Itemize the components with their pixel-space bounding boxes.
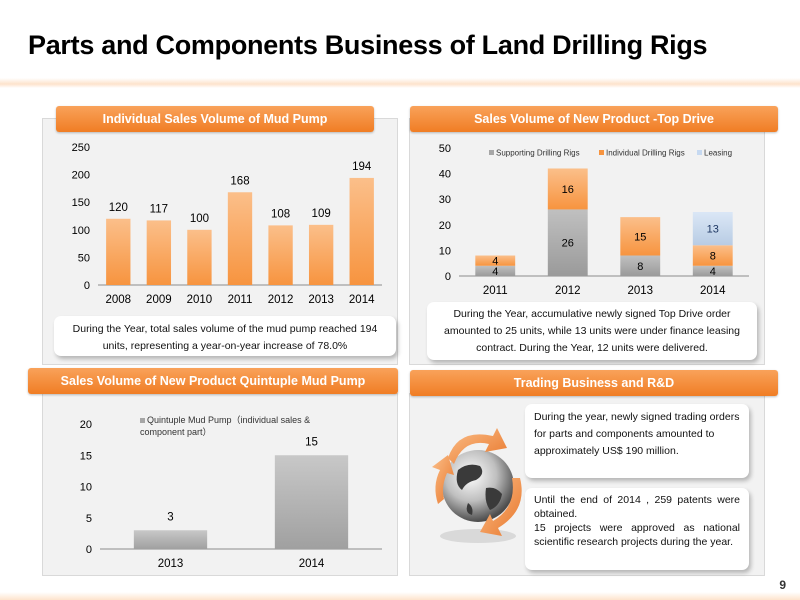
top-y-tick: 40 — [439, 169, 451, 181]
mud-bar — [349, 177, 374, 285]
mud-x-tick: 2013 — [308, 294, 334, 306]
mud-bar — [106, 218, 131, 285]
mud-pump-note: During the Year, total sales volume of t… — [54, 316, 396, 356]
top-bar-segment — [475, 255, 516, 266]
mud-x-tick: 2012 — [268, 294, 294, 306]
mud-bar — [187, 229, 212, 285]
mud-y-tick: 250 — [72, 142, 90, 154]
top-drive-header: Sales Volume of New Product -Top Drive — [410, 106, 778, 132]
top-data-label: 13 — [707, 224, 719, 236]
mud-data-label: 117 — [150, 203, 168, 215]
top-data-label: 4 — [492, 266, 498, 278]
trading-header: Trading Business and R&D — [410, 370, 778, 396]
mud-data-label: 168 — [230, 175, 249, 187]
top-y-tick: 50 — [439, 143, 451, 155]
top-legend-entry: Leasing — [704, 149, 732, 158]
mud-y-tick: 150 — [72, 197, 90, 209]
mud-pump-header: Individual Sales Volume of Mud Pump — [56, 106, 374, 132]
quint-y-tick: 5 — [86, 513, 92, 525]
top-bar-segment — [547, 168, 588, 210]
trading-note-text: During the year, newly signed trading or… — [534, 411, 740, 457]
top-bar-segment — [620, 217, 661, 256]
globe-recycle-icon — [432, 428, 522, 543]
top-x-tick: 2013 — [627, 285, 653, 297]
quint-legend-line1: Quintuple Mud Pump（individual sales & — [147, 415, 310, 425]
mud-x-tick: 2009 — [146, 294, 172, 306]
quint-y-tick: 20 — [80, 419, 92, 431]
top-data-label: 16 — [562, 184, 574, 196]
mud-data-label: 120 — [109, 202, 128, 214]
mud-pump-chart: 0 50 100 150 200 250 120 2008 117 2009 100 2010 168 2… — [72, 142, 382, 306]
mud-y-tick: 100 — [72, 225, 90, 237]
top-legend-entry: Supporting Drilling Rigs — [496, 149, 580, 158]
mud-y-tick: 0 — [84, 280, 90, 292]
top-data-label: 26 — [562, 238, 574, 250]
top-bar-segment — [692, 212, 733, 246]
quint-y-tick: 15 — [80, 450, 92, 462]
top-legend-swatch — [489, 150, 494, 155]
rd-note-projects: 15 projects were approved as national sc… — [534, 522, 740, 548]
top-data-label: 4 — [492, 256, 498, 268]
quint-y-tick: 10 — [80, 482, 92, 494]
mud-x-tick: 2008 — [105, 294, 131, 306]
page-title: Parts and Components Business of Land Dr… — [28, 30, 708, 60]
top-x-tick: 2014 — [700, 285, 726, 297]
top-data-label: 8 — [637, 261, 643, 273]
quint-y-tick: 0 — [86, 544, 92, 556]
top-data-label: 15 — [634, 231, 646, 243]
trading-note: During the year, newly signed trading or… — [525, 404, 749, 478]
rd-note-patents: Until the end of 2014 , 259 patents were… — [534, 494, 740, 520]
top-bar-segment — [692, 265, 733, 276]
mud-data-label: 100 — [190, 213, 209, 225]
quint-x-tick: 2014 — [299, 558, 325, 570]
rd-note: Until the end of 2014 , 259 patents were… — [525, 488, 749, 570]
top-drive-note: During the Year, accumulative newly sign… — [427, 302, 757, 360]
title-underline — [0, 78, 800, 88]
quintuple-header: Sales Volume of New Product Quintuple Mu… — [28, 368, 398, 394]
top-drive-chart: 0 10 20 30 40 50 Supporting Drilling Rigs Indiv… — [439, 143, 749, 297]
top-bar-segment — [547, 209, 588, 276]
mud-y-tick: 50 — [78, 252, 90, 264]
mud-data-label: 194 — [352, 161, 372, 173]
quint-legend-line2: component part） — [140, 427, 212, 437]
mud-bar — [146, 220, 172, 285]
top-y-tick: 30 — [439, 194, 451, 206]
top-data-label: 8 — [710, 251, 716, 263]
quint-x-tick: 2013 — [158, 558, 184, 570]
top-x-tick: 2011 — [483, 285, 508, 297]
mud-data-label: 109 — [312, 208, 331, 220]
mud-pump-note-text: During the Year, total sales volume of t… — [72, 323, 378, 352]
top-legend-swatch — [697, 150, 702, 155]
quint-data-label: 3 — [167, 511, 173, 523]
footer-band — [0, 592, 800, 600]
top-y-tick: 10 — [439, 245, 451, 257]
top-y-tick: 20 — [439, 220, 451, 232]
top-legend-entry: Individual Drilling Rigs — [606, 149, 685, 158]
top-bar-segment — [475, 265, 516, 276]
top-drive-note-text: During the Year, accumulative newly sign… — [444, 308, 740, 354]
top-data-label: 4 — [710, 266, 716, 278]
top-y-tick: 0 — [445, 271, 451, 283]
mud-bar — [227, 192, 253, 285]
mud-bar — [308, 224, 334, 285]
mud-x-tick: 2010 — [187, 294, 213, 306]
mud-bar — [268, 225, 293, 285]
top-legend-swatch — [599, 150, 604, 155]
top-x-tick: 2012 — [555, 285, 581, 297]
mud-x-tick: 2011 — [228, 294, 253, 306]
page-number: 9 — [779, 578, 786, 592]
mud-data-label: 108 — [271, 208, 290, 220]
top-bar-segment — [692, 245, 733, 266]
quint-legend-swatch — [140, 418, 145, 423]
mud-y-tick: 200 — [72, 170, 90, 182]
mud-x-tick: 2014 — [349, 294, 375, 306]
quint-bar — [133, 530, 208, 549]
quint-data-label: 15 — [305, 436, 318, 448]
quint-bar — [274, 455, 349, 549]
quintuple-chart: 0 5 10 15 20 Quintuple Mud Pump（individual sa… — [80, 415, 382, 570]
top-bar-segment — [620, 255, 661, 276]
